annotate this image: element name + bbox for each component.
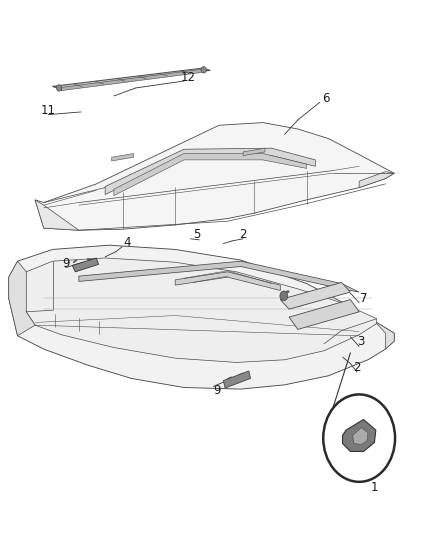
Text: 5: 5: [194, 228, 201, 241]
Polygon shape: [359, 172, 394, 188]
Polygon shape: [289, 300, 359, 329]
Polygon shape: [9, 261, 35, 336]
Text: 7: 7: [360, 292, 367, 305]
Text: 9: 9: [62, 257, 70, 270]
Polygon shape: [22, 258, 377, 362]
Polygon shape: [61, 69, 201, 91]
Polygon shape: [377, 322, 394, 349]
Text: 12: 12: [181, 71, 196, 84]
Text: 2: 2: [239, 228, 247, 241]
Polygon shape: [35, 123, 394, 230]
Circle shape: [57, 85, 62, 91]
Text: 11: 11: [41, 104, 56, 117]
Polygon shape: [105, 148, 315, 195]
Polygon shape: [53, 68, 210, 90]
Polygon shape: [175, 272, 280, 290]
Text: 3: 3: [358, 335, 365, 348]
Polygon shape: [343, 419, 376, 451]
Polygon shape: [72, 258, 99, 272]
Text: 9: 9: [213, 384, 221, 397]
Text: 4: 4: [123, 236, 131, 249]
Polygon shape: [9, 245, 394, 389]
Polygon shape: [353, 427, 368, 445]
Polygon shape: [35, 200, 79, 230]
Circle shape: [280, 291, 288, 301]
Polygon shape: [114, 154, 307, 196]
Polygon shape: [112, 154, 134, 161]
Text: 2: 2: [353, 361, 361, 374]
Polygon shape: [79, 261, 359, 292]
Text: 1: 1: [371, 481, 378, 494]
Polygon shape: [243, 148, 265, 156]
Circle shape: [201, 67, 206, 73]
Polygon shape: [223, 371, 251, 388]
Circle shape: [323, 394, 395, 482]
Text: 6: 6: [322, 92, 330, 105]
Polygon shape: [280, 282, 350, 309]
